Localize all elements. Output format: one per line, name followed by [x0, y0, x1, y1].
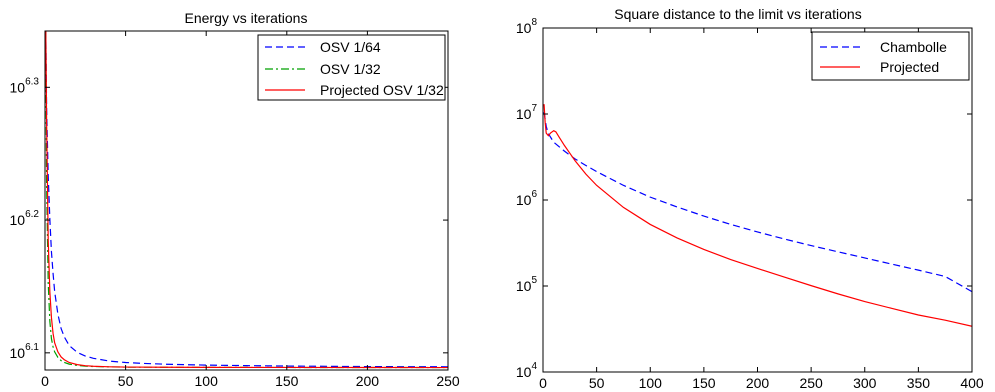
- y-tick-label: 106.1: [10, 342, 40, 361]
- x-tick-label: 100: [195, 373, 219, 389]
- legend: OSV 1/64 OSV 1/32 Projected OSV 1/32: [257, 34, 446, 101]
- x-tick-label: 300: [853, 375, 877, 391]
- x-tick-label: 100: [639, 375, 663, 391]
- x-tick-label: 400: [960, 375, 984, 391]
- chart-title: Energy vs iterations: [185, 10, 308, 26]
- legend-item: Chambolle: [820, 39, 947, 55]
- legend-item: Projected: [820, 59, 939, 75]
- y-axis: 106.1 106.2 106.3: [10, 76, 448, 361]
- series-lines: [45, 31, 448, 369]
- legend-label: OSV 1/32: [320, 61, 381, 77]
- plot-frame: [44, 30, 449, 371]
- x-tick-label: 250: [436, 373, 460, 389]
- series-line: [543, 104, 972, 327]
- x-tick-label: 250: [799, 375, 823, 391]
- x-tick-label: 150: [275, 373, 299, 389]
- legend-box: [811, 31, 970, 81]
- x-tick-label: 0: [41, 373, 49, 389]
- energy-chart: Energy vs iterations 0 50 100 150 200 250 106…: [10, 10, 460, 389]
- y-tick-label: 108: [516, 17, 538, 36]
- x-tick-label: 150: [692, 375, 716, 391]
- distance-chart: Square distance to the limit vs iteratio…: [516, 6, 984, 391]
- x-tick-label: 200: [746, 375, 770, 391]
- series-lines: [543, 104, 972, 327]
- legend-label: Projected OSV 1/32: [320, 82, 444, 98]
- y-tick-label: 106: [516, 189, 538, 208]
- x-tick-label: 350: [907, 375, 931, 391]
- y-tick-label: 106.2: [10, 209, 40, 228]
- x-tick-label: 200: [356, 373, 380, 389]
- legend-label: OSV 1/64: [320, 39, 381, 55]
- series-line: [543, 112, 972, 293]
- y-tick-label: 105: [516, 275, 538, 294]
- legend-item: OSV 1/64: [265, 39, 381, 55]
- series-line: [45, 31, 448, 369]
- legend-label: Chambolle: [880, 39, 947, 55]
- chart-title: Square distance to the limit vs iteratio…: [614, 6, 861, 22]
- y-tick-label: 107: [516, 103, 538, 122]
- x-tick-label: 50: [589, 375, 605, 391]
- y-axis: 104 105 106 107 108: [516, 17, 972, 380]
- legend-item: Projected OSV 1/32: [265, 82, 444, 98]
- y-tick-label: 104: [516, 361, 538, 380]
- y-tick-label: 106.3: [10, 76, 40, 95]
- legend-label: Projected: [880, 59, 939, 75]
- legend-item: OSV 1/32: [265, 61, 381, 77]
- x-tick-label: 0: [539, 375, 547, 391]
- series-line: [45, 31, 448, 368]
- x-axis: 0 50 100 150 200 250: [41, 31, 460, 389]
- legend: Chambolle Projected: [811, 31, 970, 81]
- x-axis: 0 50 100 150 200 250 300 350 400: [539, 28, 984, 391]
- legend-box: [257, 34, 446, 101]
- x-tick-label: 50: [118, 373, 134, 389]
